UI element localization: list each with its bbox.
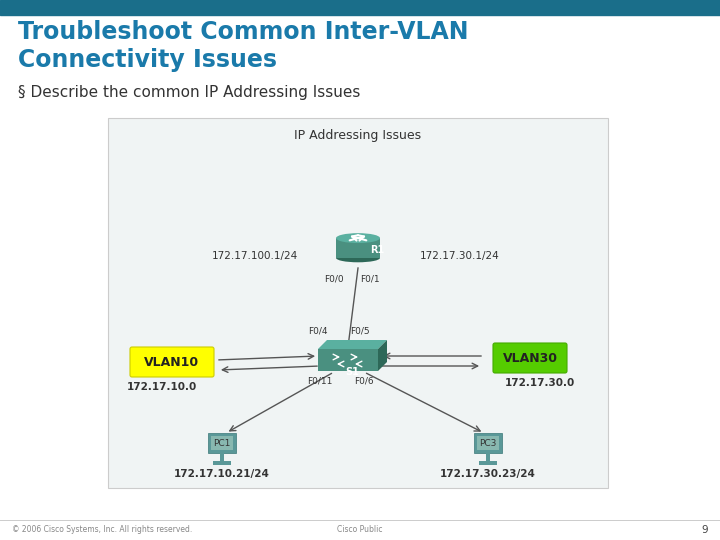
- Text: F0/1: F0/1: [360, 274, 379, 283]
- Text: 172.17.10.21/24: 172.17.10.21/24: [174, 469, 270, 479]
- Text: PC3: PC3: [480, 438, 497, 448]
- Text: R1: R1: [370, 245, 384, 255]
- Text: 172.17.30.23/24: 172.17.30.23/24: [440, 469, 536, 479]
- Bar: [213, 461, 231, 465]
- Bar: [336, 238, 380, 258]
- Bar: [208, 433, 236, 453]
- Text: 172.17.10.0: 172.17.10.0: [127, 382, 197, 392]
- Bar: [477, 436, 499, 450]
- Text: PC1: PC1: [213, 438, 230, 448]
- Bar: [318, 349, 378, 371]
- Bar: [474, 433, 502, 453]
- Ellipse shape: [336, 253, 380, 262]
- Text: S1: S1: [345, 367, 359, 377]
- Text: VLAN30: VLAN30: [503, 352, 557, 365]
- Text: 172.17.30.1/24: 172.17.30.1/24: [420, 251, 500, 261]
- Polygon shape: [318, 340, 387, 349]
- Text: 9: 9: [701, 525, 708, 535]
- Text: Troubleshoot Common Inter-VLAN: Troubleshoot Common Inter-VLAN: [18, 20, 469, 44]
- Text: F0/4: F0/4: [308, 327, 328, 336]
- Text: IP Addressing Issues: IP Addressing Issues: [294, 130, 422, 143]
- Bar: [486, 453, 490, 461]
- Bar: [479, 461, 497, 465]
- FancyBboxPatch shape: [108, 118, 608, 488]
- FancyBboxPatch shape: [493, 343, 567, 373]
- Bar: [0, 0, 720, 15]
- Text: F0/0: F0/0: [325, 274, 344, 283]
- Text: Cisco Public: Cisco Public: [337, 525, 383, 535]
- Text: 172.17.100.1/24: 172.17.100.1/24: [212, 251, 298, 261]
- FancyBboxPatch shape: [130, 347, 214, 377]
- Text: F0/11: F0/11: [307, 376, 332, 385]
- Bar: [220, 453, 224, 461]
- Text: © 2006 Cisco Systems, Inc. All rights reserved.: © 2006 Cisco Systems, Inc. All rights re…: [12, 525, 192, 535]
- Text: 172.17.30.0: 172.17.30.0: [505, 378, 575, 388]
- Text: F0/6: F0/6: [354, 376, 374, 385]
- Text: § Describe the common IP Addressing Issues: § Describe the common IP Addressing Issu…: [18, 84, 361, 99]
- Bar: [211, 436, 233, 450]
- Text: Connectivity Issues: Connectivity Issues: [18, 48, 277, 72]
- Polygon shape: [378, 340, 387, 371]
- Text: F0/5: F0/5: [350, 327, 369, 336]
- Text: VLAN10: VLAN10: [145, 355, 199, 368]
- Ellipse shape: [336, 233, 380, 243]
